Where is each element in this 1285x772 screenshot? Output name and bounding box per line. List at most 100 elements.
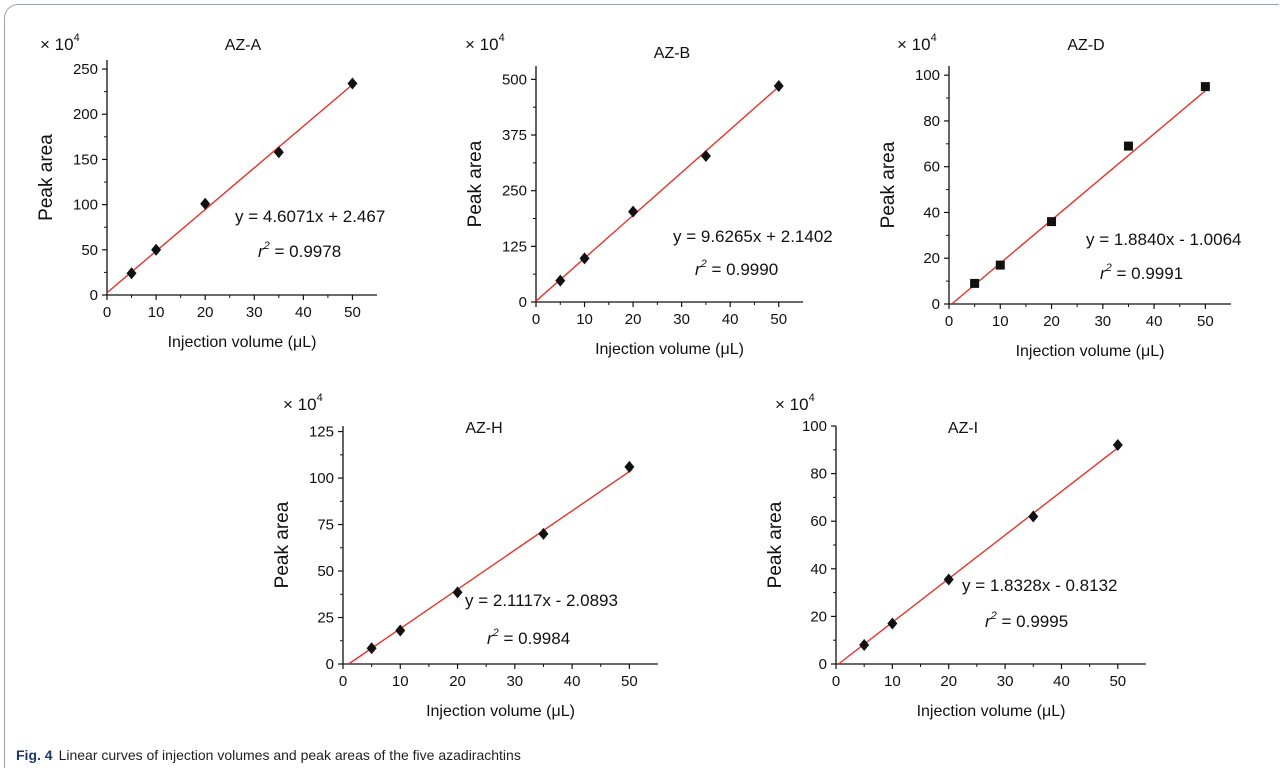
- chart-2-y-tick-label: 80: [923, 113, 940, 130]
- chart-2-y-tick-label: 60: [923, 159, 940, 176]
- chart-0-data-point: [273, 146, 284, 159]
- chart-3-y-axis-label: Peak area: [272, 501, 293, 588]
- chart-1-r-squared-exponent: 2: [700, 258, 707, 270]
- chart-0-y-axis-label: Peak area: [36, 134, 57, 221]
- chart-3-title: AZ-H: [465, 420, 502, 437]
- figure-caption-text: Linear curves of injection volumes and p…: [58, 747, 521, 763]
- chart-3-x-tick-label: 50: [621, 673, 638, 690]
- chart-0-x-tick-label: 30: [246, 304, 263, 321]
- chart-1-x-tick-label: 10: [576, 311, 593, 328]
- chart-4-multiplier: × 104: [775, 392, 815, 414]
- chart-4-data-point: [887, 617, 898, 630]
- chart-2-x-tick-label: 50: [1197, 313, 1214, 330]
- chart-0-multiplier-exponent: 4: [74, 32, 80, 44]
- chart-2-multiplier: × 104: [897, 32, 937, 54]
- chart-2-regression-equation: y = 1.8840x - 1.0064: [1086, 230, 1241, 249]
- chart-4-x-tick-label: 50: [1109, 673, 1126, 690]
- chart-2-x-tick-label: 40: [1146, 313, 1163, 330]
- chart-2-r-squared-exponent: 2: [1105, 262, 1112, 274]
- chart-2-data-point: [970, 278, 980, 288]
- chart-3-multiplier-exponent: 4: [317, 392, 323, 404]
- chart-2-fit-line: [951, 88, 1209, 305]
- chart-1-data-point: [579, 252, 590, 265]
- chart-3-x-tick-label: 0: [339, 673, 347, 690]
- chart-3-x-tick-label: 20: [449, 673, 466, 690]
- chart-1-y-tick-label: 125: [502, 238, 527, 255]
- chart-0-y-tick-label: 150: [73, 151, 98, 168]
- chart-2-x-axis-label: Injection volume (μL): [1016, 343, 1165, 360]
- chart-1-x-axis-label: Injection volume (μL): [595, 341, 744, 358]
- chart-4-data-point: [859, 638, 870, 651]
- chart-3-x-tick-label: 40: [564, 673, 581, 690]
- chart-3-data-point: [366, 642, 377, 655]
- figure-frame: [4, 4, 1279, 768]
- chart-0-data-point: [347, 77, 358, 90]
- chart-3-r-squared-exponent: 2: [492, 627, 499, 639]
- chart-0-data-point: [200, 197, 211, 210]
- chart-2-data-point: [1200, 82, 1210, 92]
- chart-1-x-tick-label: 30: [673, 311, 690, 328]
- chart-1-r-squared-value: = 0.9990: [707, 260, 778, 279]
- chart-2-r-squared: r2 = 0.9991: [1100, 262, 1183, 283]
- chart-0-r-squared: r2 = 0.9978: [258, 240, 341, 261]
- chart-0-data-point: [126, 267, 137, 280]
- chart-4-data-point: [1028, 510, 1039, 523]
- chart-1-y-tick-label: 250: [502, 183, 527, 200]
- chart-3-data-point: [538, 527, 549, 540]
- chart-2-x-tick-label: 20: [1043, 313, 1060, 330]
- chart-0-data-point: [151, 243, 162, 256]
- chart-2-y-axis-label: Peak area: [878, 141, 899, 228]
- chart-0-x-axis-label: Injection volume (μL): [168, 334, 317, 351]
- chart-4-fit-line: [838, 445, 1122, 665]
- chart-4-x-tick-label: 20: [940, 673, 957, 690]
- chart-3-data-point: [452, 586, 463, 599]
- chart-1-data-point: [773, 80, 784, 93]
- chart-3-y-tick-label: 50: [317, 563, 334, 580]
- chart-1-y-tick-label: 375: [502, 127, 527, 144]
- chart-3-r-squared-symbol: r: [487, 629, 494, 648]
- chart-2-multiplier-exponent: 4: [931, 32, 937, 44]
- chart-4-x-tick-label: 40: [1053, 673, 1070, 690]
- chart-1-x-tick-label: 40: [722, 311, 739, 328]
- chart-4-r-squared: r2 = 0.9995: [985, 610, 1068, 631]
- chart-1-multiplier-exponent: 4: [499, 32, 505, 44]
- chart-0-y-tick-label: 50: [81, 242, 98, 259]
- figure-label: Fig. 4: [16, 747, 53, 763]
- chart-1-y-tick-label: 500: [502, 71, 527, 88]
- chart-1-regression-equation: y = 9.6265x + 2.1402: [673, 227, 833, 246]
- chart-2-r-squared-symbol: r: [1100, 264, 1107, 283]
- chart-2-y-tick-label: 0: [932, 296, 940, 313]
- chart-1-y-axis-label: Peak area: [465, 140, 486, 227]
- chart-4-r-squared-exponent: 2: [990, 610, 997, 622]
- chart-4-r-squared-symbol: r: [985, 612, 992, 631]
- chart-0-regression-equation: y = 4.6071x + 2.467: [235, 207, 385, 226]
- chart-1-data-point: [628, 205, 639, 218]
- chart-0-r-squared-value: = 0.9978: [270, 242, 341, 261]
- chart-3-data-point: [624, 460, 635, 473]
- chart-3-x-axis-label: Injection volume (μL): [426, 703, 575, 720]
- chart-0-y-tick-label: 200: [73, 106, 98, 123]
- chart-4-regression-equation: y = 1.8328x - 0.8132: [962, 576, 1117, 595]
- chart-3-x-tick-label: 30: [506, 673, 523, 690]
- chart-2-r-squared-value: = 0.9991: [1112, 264, 1183, 283]
- chart-3-y-tick-label: 0: [326, 656, 334, 673]
- chart-0-y-tick-label: 250: [73, 61, 98, 78]
- chart-1-x-tick-label: 50: [770, 311, 787, 328]
- chart-4-y-tick-label: 100: [802, 418, 827, 435]
- chart-1-x-tick-label: 20: [625, 311, 642, 328]
- chart-2-y-tick-label: 100: [915, 67, 940, 84]
- chart-0-r-squared-exponent: 2: [263, 240, 270, 252]
- chart-3-y-tick-label: 75: [317, 517, 334, 534]
- chart-0-x-tick-label: 10: [148, 304, 165, 321]
- chart-4-x-tick-label: 10: [884, 673, 901, 690]
- chart-3-r-squared: r2 = 0.9984: [487, 627, 570, 648]
- chart-0-r-squared-symbol: r: [258, 242, 265, 261]
- chart-1-data-point: [555, 274, 566, 287]
- chart-4-y-tick-label: 20: [810, 608, 827, 625]
- chart-3-fit-line: [348, 469, 633, 665]
- chart-1-multiplier: × 104: [465, 32, 505, 54]
